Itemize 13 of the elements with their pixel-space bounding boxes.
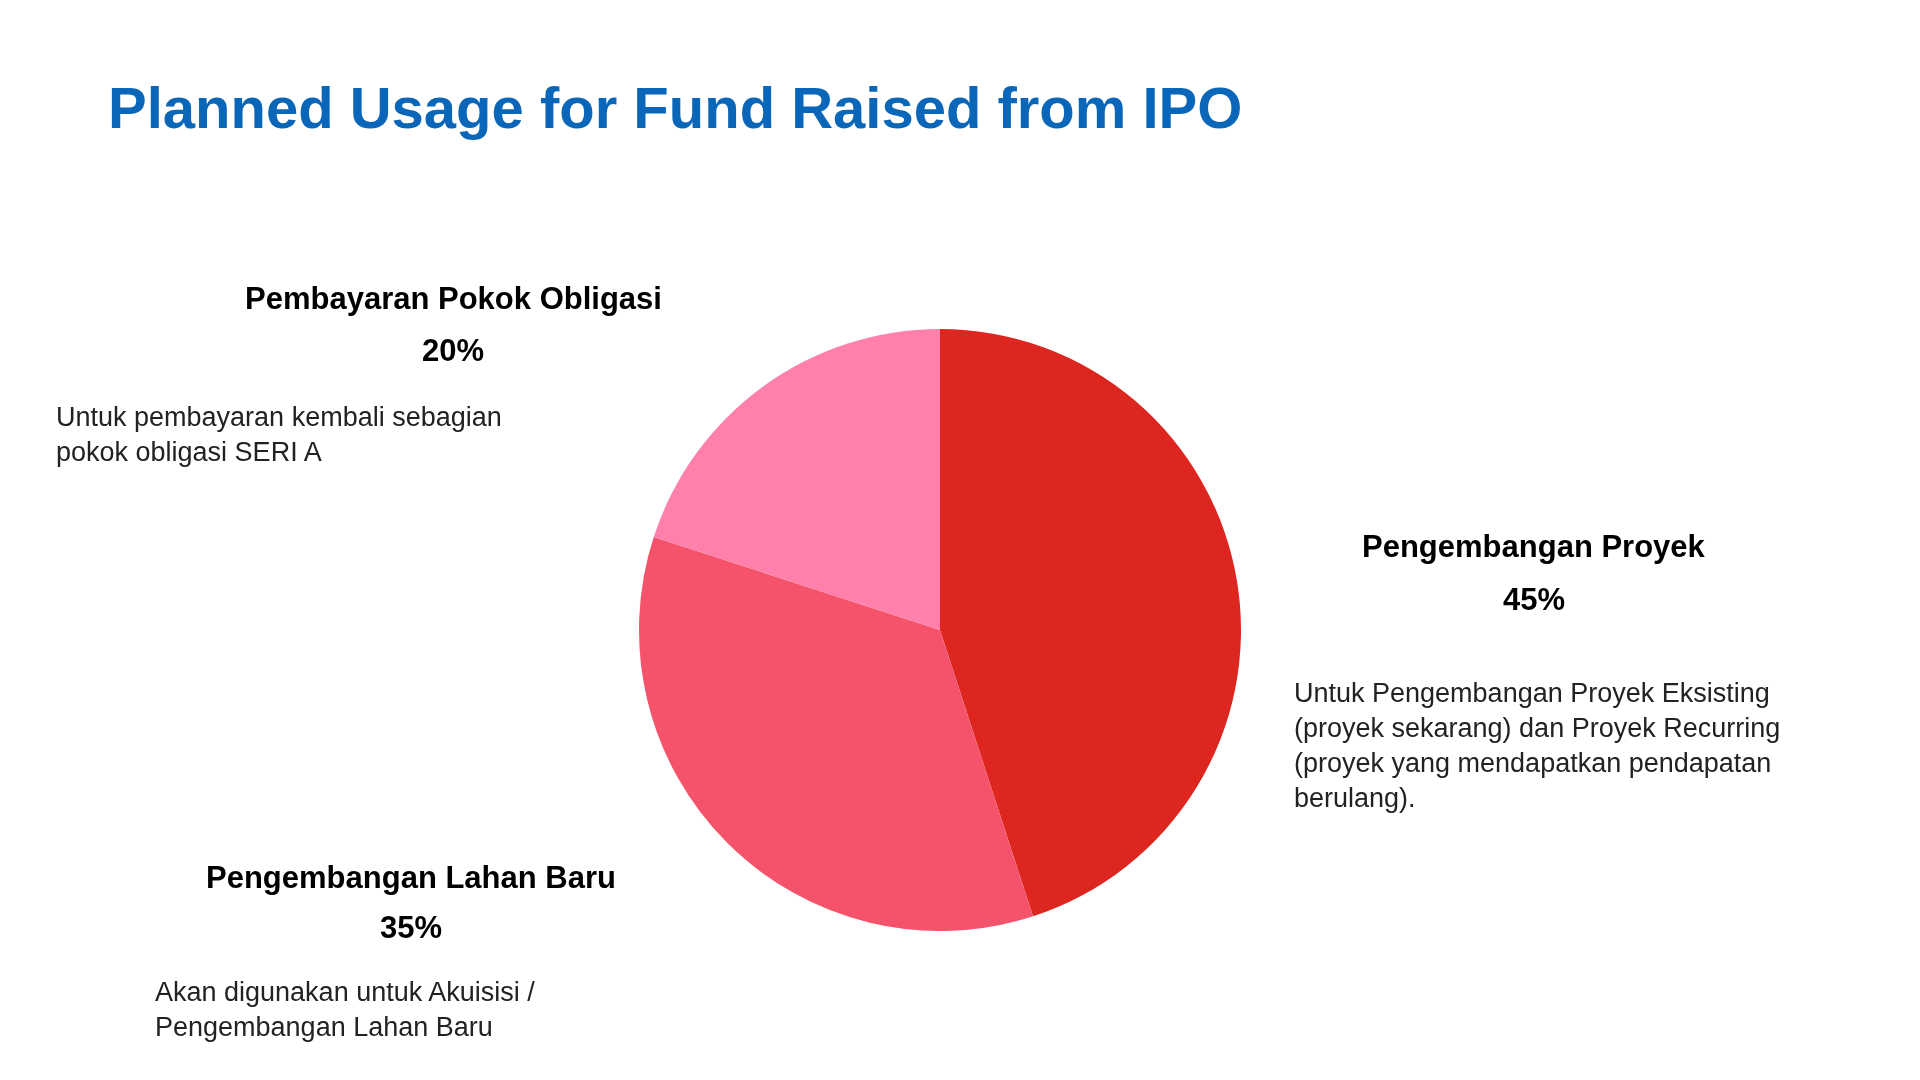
text: Akan digunakan untuk Akuisisi / Pengembangan Lahan Baru	[155, 977, 536, 1043]
pie-slice	[940, 329, 1241, 917]
data-label: 45%	[1503, 582, 1566, 617]
chart-title: Planned Usage for Fund Raised from IPO	[108, 75, 1243, 141]
slice-label: Pengembangan Lahan Baru	[206, 860, 616, 895]
slice-label: Pembayaran Pokok Obligasi	[245, 281, 662, 316]
text: Untuk pembayaran kembali sebagian pokok obligasi SERI A	[56, 402, 502, 468]
pie-slice	[639, 536, 1034, 931]
slice-label: Pengembangan Proyek	[1362, 529, 1706, 564]
pie-slice	[653, 329, 940, 630]
text: Untuk Pengembangan Proyek Eksisting (proyek sekarang) dan Proyek Recurring (proyek yang mendapatkan pendapatan berulang).	[1294, 678, 1781, 814]
data-label: 35%	[380, 910, 443, 945]
data-label: 20%	[422, 333, 485, 368]
